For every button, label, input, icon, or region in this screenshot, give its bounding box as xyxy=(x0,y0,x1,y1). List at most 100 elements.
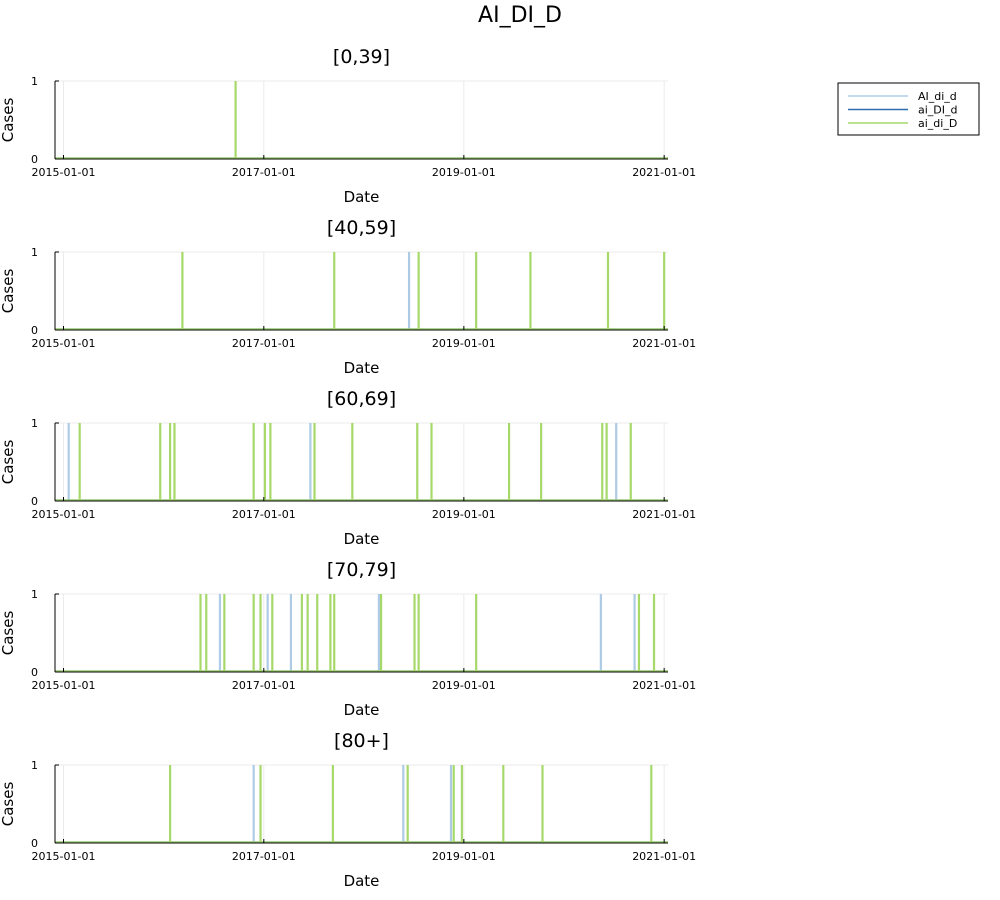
spike-ai_di_D xyxy=(351,423,354,501)
spike-ai_di_D xyxy=(606,252,610,330)
spike-ai_di_D xyxy=(168,423,172,501)
legend-label: ai_di_D xyxy=(918,117,957,130)
spike-ai_di_D xyxy=(329,594,332,672)
spike-ai_di_D xyxy=(601,423,604,501)
y-axis-label: Cases xyxy=(0,440,17,485)
spike-ai_di_D xyxy=(259,594,262,672)
spike-AI_di_d xyxy=(266,594,269,672)
x-tick-label: 2015-01-01 xyxy=(32,337,96,350)
x-axis-label: Date xyxy=(344,530,380,548)
spike-AI_di_d xyxy=(599,594,602,672)
y-axis-label: Cases xyxy=(0,782,17,827)
spike-ai_di_D xyxy=(406,765,409,843)
spike-ai_di_D xyxy=(529,252,532,330)
x-tick-label: 2019-01-01 xyxy=(432,850,496,863)
x-tick-label: 2019-01-01 xyxy=(432,508,496,521)
x-tick-label: 2021-01-01 xyxy=(632,337,696,350)
spike-ai_di_D xyxy=(663,252,666,330)
spike-ai_di_D xyxy=(306,594,309,672)
spike-ai_di_D xyxy=(475,594,478,672)
spike-ai_di_D xyxy=(507,423,511,501)
spike-ai_di_D xyxy=(417,252,420,330)
x-tick-label: 2017-01-01 xyxy=(232,337,296,350)
x-tick-label: 2015-01-01 xyxy=(32,166,96,179)
spike-ai_di_D xyxy=(300,594,303,672)
x-tick-label: 2017-01-01 xyxy=(232,166,296,179)
spike-ai_di_D xyxy=(78,423,81,501)
subplot-1: [0,39] 2015-01-01 2017-01-01 2019-01-01 2021… xyxy=(0,46,696,206)
y-tick-label: 1 xyxy=(31,417,38,430)
x-axis-label: Date xyxy=(344,188,380,206)
x-tick-label: 2017-01-01 xyxy=(232,850,296,863)
spike-ai_di_D xyxy=(540,423,543,501)
y-axis-label: Cases xyxy=(0,611,17,656)
subplot-5: [80+] 2015-01-01 2017-01-01 2019-01-01 2021-… xyxy=(0,730,696,890)
spike-ai_di_D xyxy=(252,594,255,672)
y-tick-label: 0 xyxy=(31,495,38,508)
spike-ai_di_D xyxy=(502,765,505,843)
legend-label: AI_di_d xyxy=(918,90,957,103)
y-tick-label: 1 xyxy=(31,759,38,772)
spike-ai_di_D xyxy=(460,765,464,843)
spike-ai_di_D xyxy=(416,423,419,501)
subplot-4: [70,79] 2015-01-01 2017-01-01 2019-01-01 202… xyxy=(0,559,696,719)
spike-ai_di_D xyxy=(316,594,319,672)
spike-AI_di_d xyxy=(67,423,70,501)
spike-AI_di_d xyxy=(402,765,405,843)
spike-ai_di_D xyxy=(541,765,544,843)
x-tick-label: 2015-01-01 xyxy=(32,850,96,863)
spike-ai_di_D xyxy=(252,423,255,501)
spike-ai_di_D xyxy=(417,594,420,672)
y-axis-label: Cases xyxy=(0,98,17,143)
spike-AI_di_d xyxy=(252,765,255,843)
subplot-title: [0,39] xyxy=(333,46,390,68)
spike-ai_di_D xyxy=(430,423,433,501)
x-tick-label: 2015-01-01 xyxy=(32,508,96,521)
figure-title: AI_DI_D xyxy=(478,3,562,28)
spike-ai_di_D xyxy=(259,765,262,843)
spike-AI_di_d xyxy=(289,594,293,672)
subplot-3: [60,69] 2015-01-01 2017-01-01 2019-01-01 202… xyxy=(0,388,696,548)
y-tick-label: 0 xyxy=(31,153,38,166)
subplots: [0,39] 2015-01-01 2017-01-01 2019-01-01 2021… xyxy=(0,46,696,890)
spike-ai_di_D xyxy=(333,252,336,330)
x-tick-label: 2015-01-01 xyxy=(32,679,96,692)
spike-AI_di_d xyxy=(633,594,636,672)
x-tick-label: 2021-01-01 xyxy=(632,508,696,521)
spike-ai_di_D xyxy=(234,81,237,159)
subplot-title: [70,79] xyxy=(327,559,396,581)
y-tick-label: 0 xyxy=(31,837,38,850)
x-tick-label: 2019-01-01 xyxy=(432,337,496,350)
y-tick-label: 0 xyxy=(31,666,38,679)
y-tick-label: 0 xyxy=(31,324,38,337)
spike-ai_di_D xyxy=(379,594,383,672)
spike-AI_di_d xyxy=(449,765,453,843)
spike-AI_di_d xyxy=(377,594,381,672)
subplot-title: [40,59] xyxy=(327,217,396,239)
x-tick-label: 2019-01-01 xyxy=(432,679,496,692)
subplot-title: [60,69] xyxy=(327,388,396,410)
legend-label: ai_DI_d xyxy=(918,104,958,117)
spike-AI_di_d xyxy=(218,594,222,672)
spike-ai_di_D xyxy=(652,594,656,672)
spike-ai_di_D xyxy=(223,594,226,672)
spike-ai_di_D xyxy=(650,765,653,843)
x-tick-label: 2021-01-01 xyxy=(632,166,696,179)
spike-ai_di_D xyxy=(333,594,336,672)
x-axis-label: Date xyxy=(344,359,380,377)
x-tick-label: 2017-01-01 xyxy=(232,508,296,521)
spike-ai_di_D xyxy=(271,594,274,672)
spike-ai_di_D xyxy=(199,594,202,672)
spike-ai_di_D xyxy=(173,423,176,501)
subplot-title: [80+] xyxy=(334,730,389,752)
legend: AI_di_dai_DI_dai_di_D xyxy=(837,82,980,136)
spike-ai_di_D xyxy=(475,252,478,330)
spike-ai_di_D xyxy=(205,594,208,672)
spike-ai_di_D xyxy=(263,423,267,501)
x-tick-label: 2021-01-01 xyxy=(632,679,696,692)
x-axis-label: Date xyxy=(344,701,380,719)
spike-ai_di_D xyxy=(637,594,641,672)
spike-ai_di_D xyxy=(313,423,316,501)
y-tick-label: 1 xyxy=(31,246,38,259)
